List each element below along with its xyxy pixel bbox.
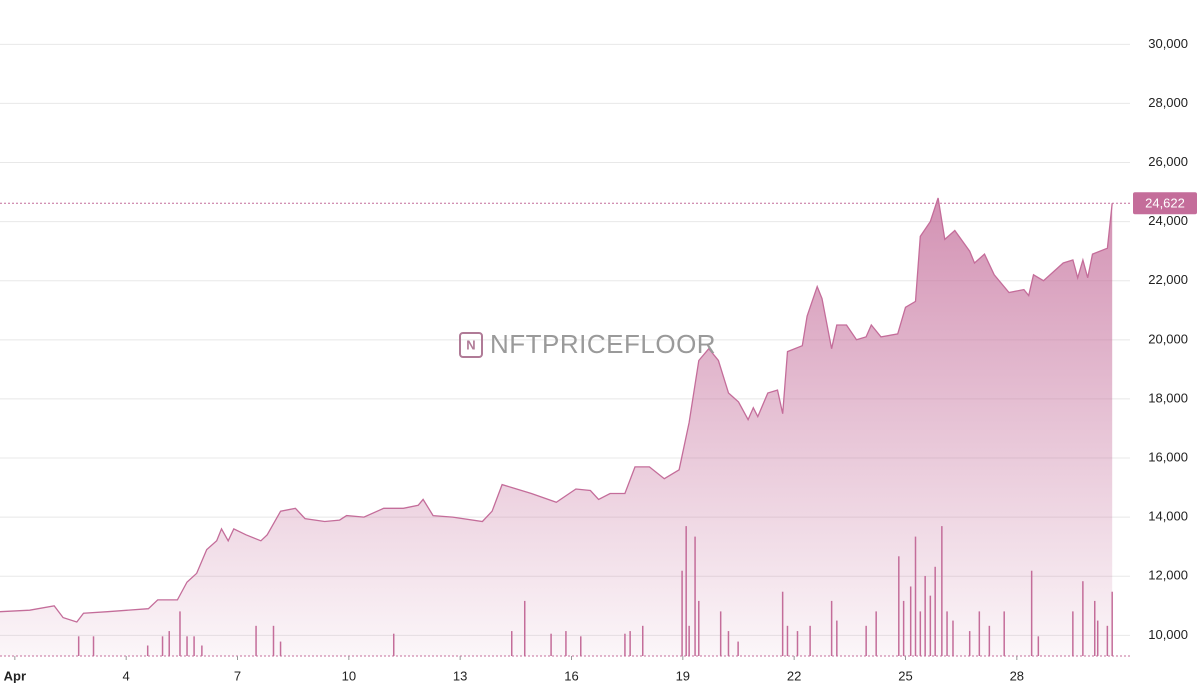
y-tick-label: 14,000 (1148, 509, 1188, 524)
price-line (0, 197, 1113, 623)
x-tick-label: 13 (453, 668, 467, 683)
x-tick-label: Apr (4, 668, 26, 683)
price-area-fill (0, 198, 1113, 656)
grid (0, 43, 1130, 636)
watermark-text: NFTPRICEFLOOR (490, 329, 716, 359)
last-price-box (1133, 192, 1197, 215)
watermark-icon-glyph: N (466, 337, 475, 352)
y-tick-label: 24,000 (1148, 213, 1188, 228)
y-tick-label: 10,000 (1148, 627, 1188, 642)
last-price-label: 24,622 (1145, 196, 1185, 211)
x-tick-label: 7 (234, 668, 241, 683)
watermark-icon (459, 332, 483, 358)
watermark: N NFTPRICEFLOOR (459, 329, 716, 359)
y-tick-label: 12,000 (1148, 568, 1188, 583)
x-tick-label: 4 (123, 668, 130, 683)
x-tick-label: 16 (564, 668, 578, 683)
y-tick-label: 28,000 (1148, 95, 1188, 110)
axes: 10,000 12,000 14,000 16,000 18,000 20,000 22,0… (0, 36, 1197, 683)
x-tick-label: 19 (676, 668, 690, 683)
y-tick-label: 18,000 (1148, 390, 1188, 405)
x-tick-label: 10 (342, 668, 356, 683)
y-tick-label: 30,000 (1148, 36, 1188, 51)
y-tick-label: 26,000 (1148, 154, 1188, 169)
x-tick-label: 22 (787, 668, 801, 683)
x-tick-label: 25 (898, 668, 912, 683)
y-tick-label: 16,000 (1148, 449, 1188, 464)
y-tick-label: 20,000 (1148, 331, 1188, 346)
x-tick-label: 28 (1010, 668, 1024, 683)
y-tick-label: 22,000 (1148, 272, 1188, 287)
price-area (0, 197, 1113, 656)
